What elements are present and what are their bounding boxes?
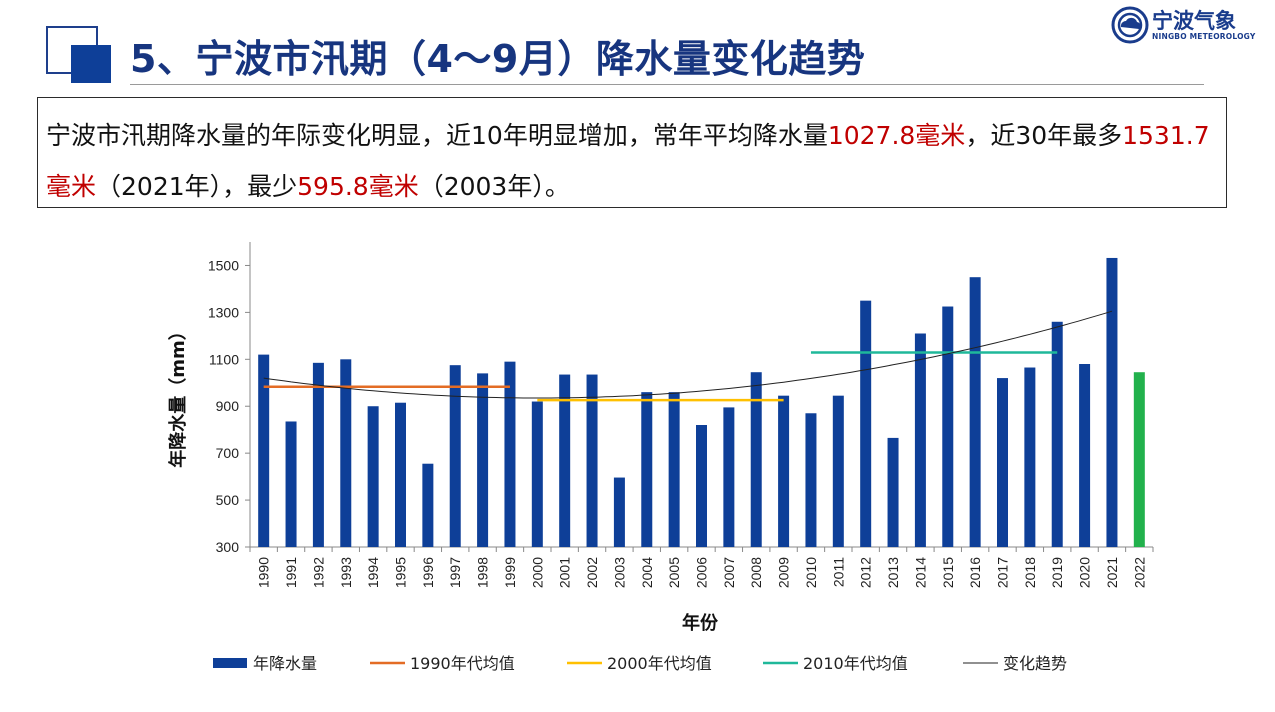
summary-part-4: （2003年）。 — [418, 172, 570, 201]
bar-1999 — [504, 361, 516, 547]
x-tick-label: 1999 — [502, 557, 518, 588]
bar-1997 — [449, 365, 461, 547]
min-rainfall-value: 595.8毫米 — [297, 172, 419, 201]
x-tick-label: 2008 — [748, 557, 764, 588]
bar-2021 — [1106, 257, 1118, 547]
ningbo-meteorology-logo: 宁波气象 NINGBO METEOROLOGY — [1110, 5, 1260, 45]
bar-2019 — [1051, 321, 1063, 547]
max-rainfall-value: 1531.7毫米 — [46, 121, 1210, 201]
bar-2009 — [778, 395, 790, 547]
summary-part-2: ，近30年最多 — [965, 121, 1123, 150]
bar-1990 — [258, 354, 270, 547]
x-tick-label: 2017 — [995, 557, 1011, 588]
x-tick-label: 1992 — [310, 557, 326, 588]
x-tick-label: 2021 — [1104, 557, 1120, 588]
x-tick-label: 1995 — [393, 557, 409, 588]
x-tick-label: 2014 — [912, 557, 928, 588]
summary-text: 宁波市汛期降水量的年际变化明显，近10年明显增加，常年平均降水量1027.8毫米… — [46, 110, 1221, 212]
bar-2003 — [613, 477, 625, 547]
x-tick-label: 2004 — [639, 557, 655, 588]
x-tick-label: 1996 — [420, 557, 436, 588]
x-tick-label: 1994 — [365, 557, 381, 588]
x-tick-label: 1990 — [256, 557, 272, 588]
x-tick-label: 2020 — [1077, 557, 1093, 588]
bar-2016 — [969, 277, 981, 547]
summary-part-1: 宁波市汛期降水量的年际变化明显，近10年明显增加，常年平均降水量 — [46, 121, 828, 150]
logo-name: 宁波气象 — [1152, 9, 1236, 33]
bar-1998 — [477, 373, 489, 547]
x-tick-label: 2005 — [666, 557, 682, 588]
x-tick-label: 2012 — [858, 557, 874, 588]
summary-box: 宁波市汛期降水量的年际变化明显，近10年明显增加，常年平均降水量1027.8毫米… — [37, 97, 1227, 208]
y-tick-label: 1300 — [208, 304, 239, 320]
logo-subtitle: NINGBO METEOROLOGY — [1152, 32, 1256, 41]
bar-2000 — [531, 401, 543, 547]
x-tick-label: 2016 — [967, 557, 983, 588]
bar-2008 — [750, 372, 762, 547]
x-tick-label: 2000 — [529, 557, 545, 588]
bar-2013 — [887, 437, 899, 547]
x-tick-label: 2022 — [1131, 557, 1147, 588]
y-tick-label: 500 — [216, 492, 240, 508]
bar-2005 — [668, 392, 680, 547]
x-tick-label: 2007 — [721, 557, 737, 588]
x-tick-label: 2011 — [830, 557, 846, 587]
bar-2004 — [641, 392, 653, 547]
bar-1991 — [285, 421, 297, 547]
bar-2022 — [1133, 372, 1145, 547]
bar-2015 — [942, 306, 954, 547]
x-tick-label: 2015 — [940, 557, 956, 588]
y-tick-label: 700 — [216, 445, 240, 461]
bar-2002 — [586, 374, 598, 547]
x-tick-label: 2003 — [611, 557, 627, 588]
bar-1996 — [422, 463, 434, 547]
title-decoration-fill — [71, 45, 111, 83]
bar-2014 — [914, 333, 926, 547]
bar-2020 — [1079, 364, 1091, 547]
trend-curve — [263, 310, 1113, 399]
bar-1993 — [340, 359, 352, 547]
cloud-logo-icon — [1111, 6, 1149, 44]
bar-2012 — [860, 300, 872, 547]
bar-2001 — [559, 374, 571, 547]
legend-label-3: 2010年代均值 — [803, 654, 908, 673]
bar-1995 — [395, 402, 406, 547]
y-tick-label: 1500 — [208, 257, 239, 273]
x-tick-label: 2013 — [885, 557, 901, 588]
y-axis-title: 年降水量（mm） — [167, 322, 189, 468]
y-tick-label: 300 — [216, 539, 240, 555]
bar-2017 — [997, 378, 1008, 547]
bar-2011 — [832, 395, 844, 547]
bar-2006 — [696, 425, 707, 547]
x-tick-label: 2010 — [803, 557, 819, 588]
bar-2010 — [805, 413, 817, 547]
x-tick-label: 2009 — [776, 557, 792, 588]
legend-label-0: 年降水量 — [253, 654, 317, 673]
x-axis-title: 年份 — [682, 612, 719, 634]
x-tick-label: 1993 — [338, 557, 354, 588]
bar-2007 — [723, 407, 735, 547]
x-tick-label: 2006 — [694, 557, 710, 588]
y-tick-label: 900 — [216, 398, 240, 414]
bar-1992 — [312, 362, 324, 547]
legend-label-2: 2000年代均值 — [607, 654, 712, 673]
summary-part-3: （2021年），最少 — [96, 172, 298, 201]
x-tick-label: 2001 — [557, 557, 573, 588]
legend-label-4: 变化趋势 — [1003, 654, 1067, 673]
legend-label-1: 1990年代均值 — [410, 654, 515, 673]
x-tick-label: 2019 — [1049, 557, 1065, 588]
x-tick-label: 2018 — [1022, 557, 1038, 588]
x-tick-label: 1997 — [447, 557, 463, 588]
x-tick-label: 2002 — [584, 557, 600, 588]
x-tick-label: 1998 — [475, 557, 491, 588]
x-tick-label: 1991 — [283, 557, 299, 588]
slide-title: 5、宁波市汛期（4～9月）降水量变化趋势 — [130, 37, 866, 81]
legend-swatch-0 — [213, 658, 247, 668]
bar-1994 — [367, 406, 379, 547]
avg-rainfall-value: 1027.8毫米 — [827, 121, 966, 150]
title-rule — [130, 84, 1204, 85]
bar-2018 — [1024, 367, 1036, 547]
y-tick-label: 1100 — [209, 351, 239, 367]
